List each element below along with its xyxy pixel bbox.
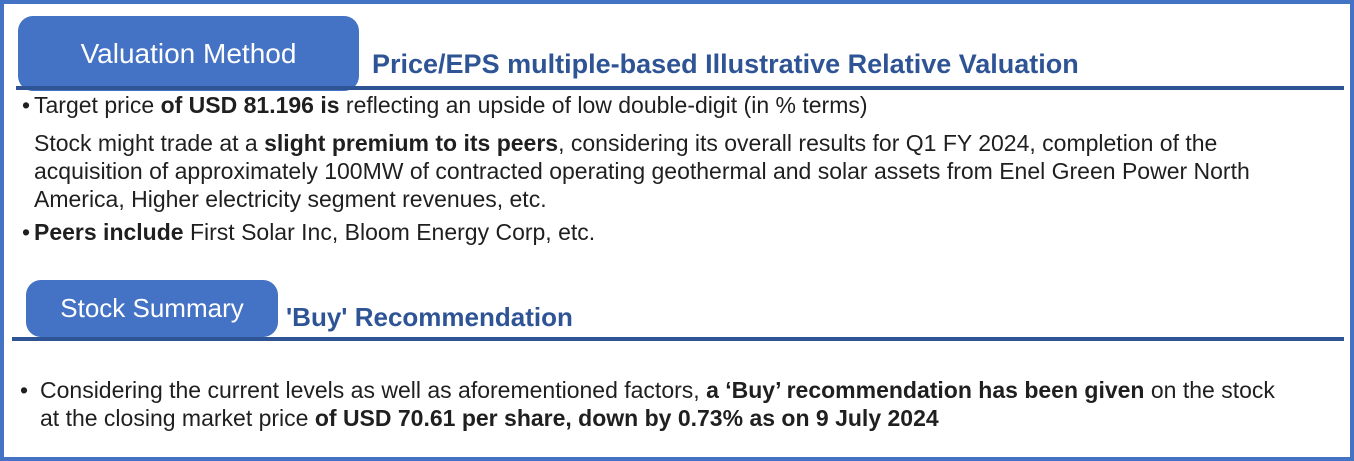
bullet-text: Peers include First Solar Inc, Bloom Ene… (34, 218, 595, 246)
bullet-icon: • (22, 92, 31, 118)
text-segment-bold: of USD 81.196 is (160, 92, 340, 118)
text-segment: Target price (34, 92, 161, 118)
text-segment-bold: Peers include (34, 219, 184, 245)
text-segment-bold: a ‘Buy’ recommendation has been given (706, 377, 1145, 403)
stock-summary-tab: Stock Summary (26, 280, 278, 337)
bullet-icon: • (22, 219, 31, 245)
text-segment: reflecting an upside of low double-digit… (339, 92, 868, 118)
valuation-bullet-peers: • Peers include First Solar Inc, Bloom E… (22, 218, 595, 246)
text-segment: First Solar Inc, Bloom Energy Corp, etc. (183, 219, 596, 245)
text-segment: Considering the current levels as well a… (40, 377, 707, 403)
bullet-icon: • (20, 377, 29, 403)
bullet-text: Considering the current levels as well a… (40, 376, 1275, 404)
text-segment: at the closing market price (40, 405, 315, 431)
stock-summary-tab-label: Stock Summary (60, 293, 244, 323)
valuation-bullet-target-price: • Target price of USD 81.196 is reflecti… (22, 91, 868, 119)
text-segment: Stock might trade at a (34, 130, 265, 156)
valuation-paragraph-line-3: America, Higher electricity segment reve… (34, 186, 547, 212)
text-segment-bold: of USD 70.61 per share, down by 0.73% as… (314, 405, 939, 431)
valuation-paragraph-line-1: Stock might trade at a slight premium to… (34, 129, 1217, 157)
text-segment: on the stock (1144, 377, 1275, 403)
text-segment-bold: slight premium to its peers (264, 130, 559, 156)
stock-summary-subtitle: 'Buy' Recommendation (286, 302, 573, 332)
summary-bullet-recommendation: • Considering the current levels as well… (20, 376, 1275, 404)
text-segment: , considering its overall results for Q1… (558, 130, 1218, 156)
stock-summary-underline (12, 337, 1344, 341)
valuation-method-tab-label: Valuation Method (80, 37, 297, 69)
bullet-text: Target price of USD 81.196 is reflecting… (34, 91, 868, 119)
summary-line-2: at the closing market price of USD 70.61… (40, 404, 939, 432)
valuation-paragraph-line-2: acquisition of approximately 100MW of co… (34, 158, 1250, 184)
valuation-subtitle: Price/EPS multiple-based Illustrative Re… (372, 49, 1079, 79)
valuation-method-tab: Valuation Method (18, 16, 359, 91)
valuation-underline (16, 86, 1344, 90)
